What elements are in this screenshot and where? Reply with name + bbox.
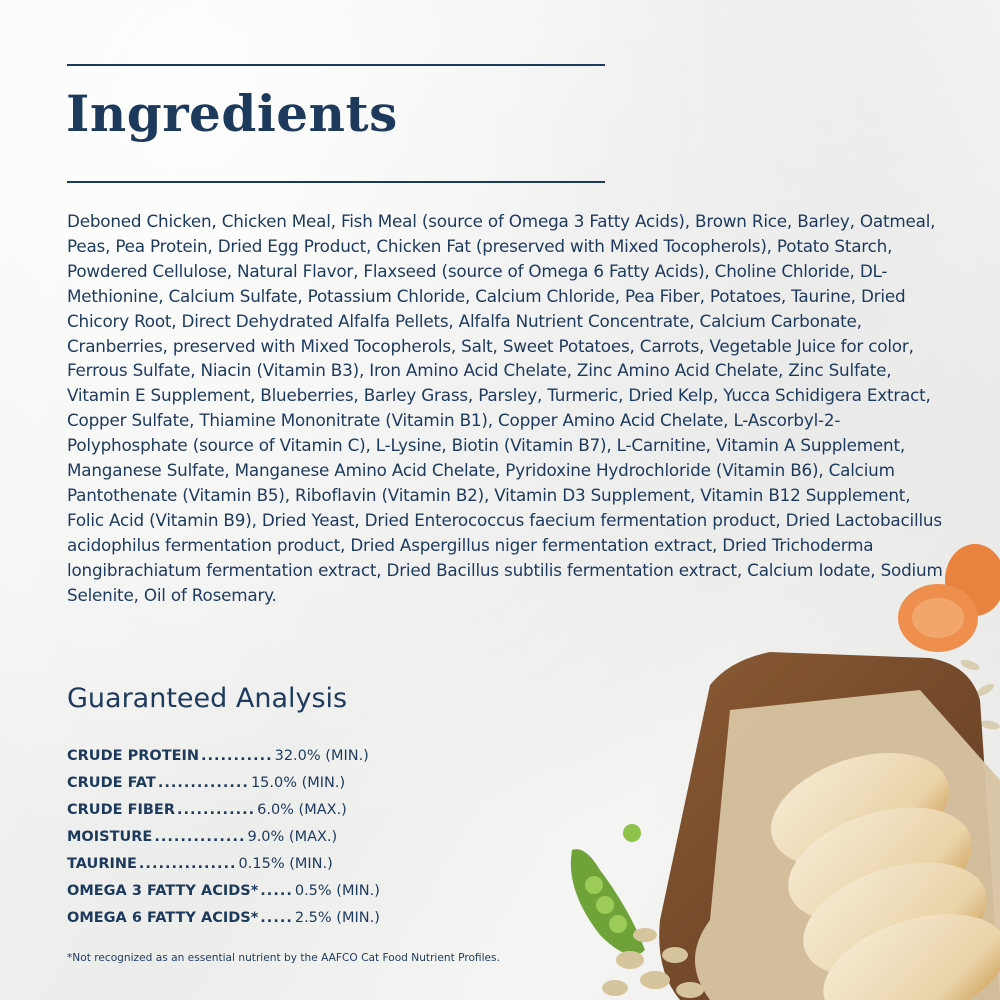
nutrient-value: 0.15% (MIN.) <box>238 856 333 872</box>
dot-leader: .............. <box>157 775 249 791</box>
page-title: Ingredients <box>66 84 398 143</box>
analysis-row: OMEGA 6 FATTY ACIDS* ..... 2.5% (MIN.) <box>67 910 487 937</box>
nutrient-name: CRUDE PROTEIN <box>67 748 200 764</box>
dot-leader: ........... <box>201 748 273 764</box>
nutrient-value: 2.5% (MIN.) <box>294 910 380 926</box>
food-illustration <box>570 544 1000 1000</box>
dot-leader: ............ <box>177 802 256 818</box>
analysis-row: OMEGA 3 FATTY ACIDS* ..... 0.5% (MIN.) <box>67 883 487 910</box>
nutrient-name: OMEGA 3 FATTY ACIDS* <box>67 883 259 899</box>
nutrient-value: 9.0% (MAX.) <box>247 829 338 845</box>
nutrient-name: CRUDE FIBER <box>67 802 175 818</box>
dot-leader: ............... <box>138 856 237 872</box>
pea-pod-icon <box>570 824 645 955</box>
dot-leader: ..... <box>260 883 293 899</box>
nutrient-value: 6.0% (MAX.) <box>257 802 347 818</box>
footnote: *Not recognized as an essential nutrient… <box>67 952 500 964</box>
analysis-row: MOISTURE .............. 9.0% (MAX.) <box>67 829 487 856</box>
nutrient-value: 15.0% (MIN.) <box>250 775 346 791</box>
ingredients-list: Deboned Chicken, Chicken Meal, Fish Meal… <box>67 211 943 605</box>
analysis-row: CRUDE FIBER ............ 6.0% (MAX.) <box>67 802 487 829</box>
guaranteed-analysis-table: CRUDE PROTEIN ........... 32.0% (MIN.) C… <box>67 748 487 937</box>
top-divider <box>67 64 605 66</box>
chicken-icon <box>771 752 1000 1000</box>
nutrient-name: MOISTURE <box>67 829 153 845</box>
guaranteed-analysis-title: Guaranteed Analysis <box>67 683 348 714</box>
analysis-row: CRUDE FAT .............. 15.0% (MIN.) <box>67 775 487 802</box>
analysis-row: CRUDE PROTEIN ........... 32.0% (MIN.) <box>67 748 487 775</box>
analysis-row: TAURINE ............... 0.15% (MIN.) <box>67 856 487 883</box>
dot-leader: ..... <box>260 910 293 926</box>
bottom-divider <box>67 181 605 183</box>
nutrient-value: 32.0% (MIN.) <box>274 748 369 764</box>
nutrient-name: CRUDE FAT <box>67 775 156 791</box>
oats-icon <box>602 928 704 998</box>
nutrient-value: 0.5% (MIN.) <box>294 883 380 899</box>
nutrient-name: OMEGA 6 FATTY ACIDS* <box>67 910 259 926</box>
nutrient-name: TAURINE <box>67 856 137 872</box>
carrot-icon <box>898 544 1000 652</box>
dot-leader: .............. <box>154 829 246 845</box>
